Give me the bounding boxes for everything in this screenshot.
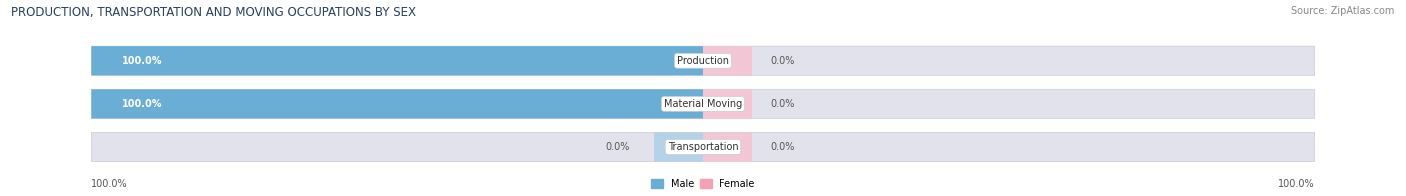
FancyBboxPatch shape	[91, 89, 1315, 118]
FancyBboxPatch shape	[703, 89, 752, 118]
FancyBboxPatch shape	[703, 132, 752, 162]
Legend: Male, Female: Male, Female	[651, 179, 755, 189]
FancyBboxPatch shape	[91, 46, 1315, 75]
FancyBboxPatch shape	[654, 132, 703, 162]
FancyBboxPatch shape	[91, 46, 703, 75]
Text: 0.0%: 0.0%	[770, 99, 794, 109]
Text: Production: Production	[678, 56, 728, 66]
Text: PRODUCTION, TRANSPORTATION AND MOVING OCCUPATIONS BY SEX: PRODUCTION, TRANSPORTATION AND MOVING OC…	[11, 6, 416, 19]
Text: 0.0%: 0.0%	[770, 56, 794, 66]
FancyBboxPatch shape	[91, 132, 1315, 162]
Text: 100.0%: 100.0%	[122, 99, 163, 109]
Text: 100.0%: 100.0%	[122, 56, 163, 66]
Text: 0.0%: 0.0%	[770, 142, 794, 152]
Text: Transportation: Transportation	[668, 142, 738, 152]
Text: 100.0%: 100.0%	[1278, 179, 1315, 189]
Text: 0.0%: 0.0%	[605, 142, 630, 152]
Text: Material Moving: Material Moving	[664, 99, 742, 109]
FancyBboxPatch shape	[91, 89, 703, 118]
Text: 100.0%: 100.0%	[91, 179, 128, 189]
FancyBboxPatch shape	[703, 46, 752, 75]
Text: Source: ZipAtlas.com: Source: ZipAtlas.com	[1291, 6, 1395, 16]
